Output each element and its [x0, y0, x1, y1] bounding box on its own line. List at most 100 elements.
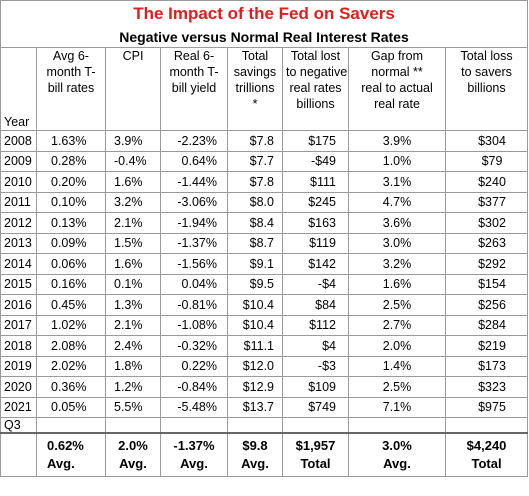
year-cell: 2008 [0, 130, 37, 152]
value-cell: $142 [282, 253, 349, 275]
data-row: 2015 0.16% 0.1% 0.04% $9.5 -$4 1.6% $154 [0, 273, 529, 295]
value-cell: $9.5 [227, 273, 283, 295]
summary-label: Total [300, 456, 331, 471]
value-cell: 2.1% [105, 212, 161, 234]
value-cell: 3.6% [348, 212, 446, 234]
year-cell: 2018 [0, 335, 37, 357]
value-cell: 0.64% [160, 150, 228, 172]
year-cell: 2021 [0, 396, 37, 418]
value-cell: -$49 [282, 150, 349, 172]
column-header: Total savings trillions * [227, 47, 283, 131]
value-cell: $284 [444, 314, 529, 336]
year-cell: 2015 [0, 273, 37, 295]
value-cell: 2.4% [105, 335, 161, 357]
value-cell: 3.9% [105, 130, 161, 152]
empty-cell [0, 432, 37, 477]
value-cell: -$4 [282, 273, 349, 295]
value-cell: $263 [444, 232, 529, 254]
empty-cell [282, 417, 349, 434]
value-cell: $240 [444, 171, 529, 193]
summary-label: Avg. [119, 456, 147, 471]
value-cell: 0.16% [36, 273, 106, 295]
value-cell: 1.6% [348, 273, 446, 295]
value-cell: $7.8 [227, 130, 283, 152]
summary-label: Total [471, 456, 502, 471]
savers-table: The Impact of the Fed on Savers Negative… [0, 0, 529, 477]
value-cell: $13.7 [227, 396, 283, 418]
column-header: Avg 6- month T-bill rates [36, 47, 106, 131]
value-cell: $256 [444, 294, 529, 316]
year-cell: 2017 [0, 314, 37, 336]
summary-value: 0.62% [47, 438, 84, 453]
header-line: billions [296, 97, 335, 111]
header-line: bill rates [47, 81, 95, 95]
header-line: Total [241, 49, 269, 63]
value-cell: $304 [444, 130, 529, 152]
data-row: 2010 0.20% 1.6% -1.44% $7.8 $111 3.1% $240 [0, 171, 529, 193]
value-cell: 0.04% [160, 273, 228, 295]
data-row: 2018 2.08% 2.4% -0.32% $11.1 $4 2.0% $219 [0, 335, 529, 357]
value-cell: $4 [282, 335, 349, 357]
summary-value: 2.0% [118, 438, 148, 453]
value-cell: $111 [282, 171, 349, 193]
data-row: 2019 2.02% 1.8% 0.22% $12.0 -$3 1.4% $173 [0, 355, 529, 377]
header-line: to negative [286, 65, 348, 79]
value-cell: $10.4 [227, 314, 283, 336]
year-cell: 2016 [0, 294, 37, 316]
table-body: The Impact of the Fed on Savers Negative… [0, 0, 529, 477]
value-cell: 2.7% [348, 314, 446, 336]
header-line: real rates [289, 81, 342, 95]
value-cell: 1.02% [36, 314, 106, 336]
value-cell: 0.10% [36, 191, 106, 213]
year-cell: 2011 [0, 191, 37, 213]
year-cell: 2012 [0, 212, 37, 234]
header-line: * [252, 97, 258, 111]
header-line: Gap from [370, 49, 424, 63]
year-header: Year [0, 47, 37, 131]
empty-cell [105, 417, 161, 434]
value-cell: $11.1 [227, 335, 283, 357]
header-line: CPI [122, 49, 144, 63]
data-row: 2008 1.63% 3.9% -2.23% $7.8 $175 3.9% $304 [0, 130, 529, 152]
value-cell: 0.28% [36, 150, 106, 172]
header-line: to savers [461, 65, 512, 79]
value-cell: 3.2% [348, 253, 446, 275]
summary-cell: $1,957 Total [282, 432, 349, 477]
summary-cell: $4,240 Total [444, 432, 529, 477]
header-line: normal ** [371, 65, 423, 79]
value-cell: 1.0% [348, 150, 446, 172]
value-cell: -0.84% [160, 376, 228, 398]
value-cell: $175 [282, 130, 349, 152]
value-cell: $9.1 [227, 253, 283, 275]
value-cell: -0.81% [160, 294, 228, 316]
summary-label: Avg. [383, 456, 411, 471]
value-cell: 2.08% [36, 335, 106, 357]
value-cell: -0.32% [160, 335, 228, 357]
value-cell: 3.9% [348, 130, 446, 152]
summary-value: 3.0% [382, 438, 412, 453]
value-cell: 0.13% [36, 212, 106, 234]
year-cell: 2013 [0, 232, 37, 254]
header-line: real rate [374, 97, 420, 111]
value-cell: $7.7 [227, 150, 283, 172]
column-header: Gap from normal ** real to actual real rate [348, 47, 446, 131]
data-row: 2014 0.06% 1.6% -1.56% $9.1 $142 3.2% $292 [0, 253, 529, 275]
value-cell: 1.8% [105, 355, 161, 377]
value-cell: -1.56% [160, 253, 228, 275]
header-line: real to actual [361, 81, 433, 95]
header-line: Real 6- [173, 49, 215, 63]
summary-value: $4,240 [466, 438, 507, 453]
value-cell: $119 [282, 232, 349, 254]
empty-cell [160, 417, 228, 434]
value-cell: 2.5% [348, 376, 446, 398]
empty-cell [36, 417, 106, 434]
value-cell: $8.7 [227, 232, 283, 254]
empty-cell [348, 417, 446, 434]
value-cell: $154 [444, 273, 529, 295]
value-cell: 0.1% [105, 273, 161, 295]
data-row: 2016 0.45% 1.3% -0.81% $10.4 $84 2.5% $256 [0, 294, 529, 316]
subtitle: Negative versus Normal Real Interest Rat… [0, 27, 529, 48]
value-cell: $749 [282, 396, 349, 418]
column-header: Total lost to negative real rates billions [282, 47, 349, 131]
value-cell: 1.6% [105, 253, 161, 275]
